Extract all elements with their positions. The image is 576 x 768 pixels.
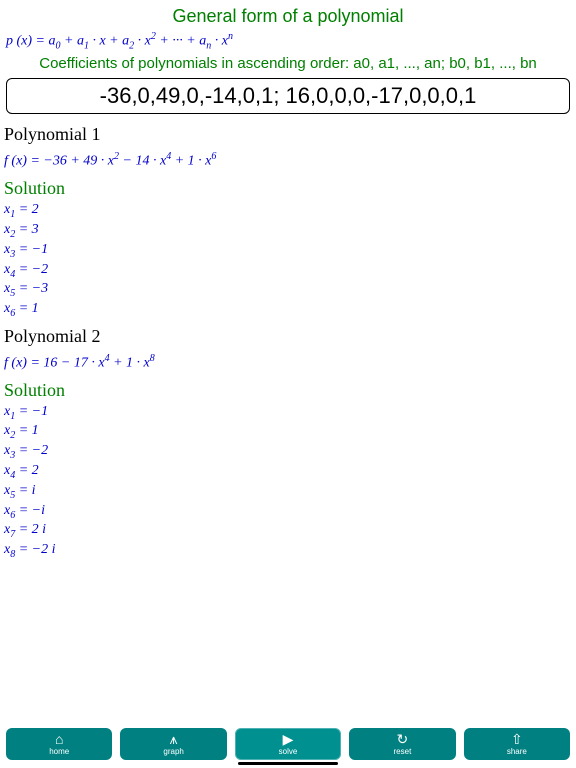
home-label: home <box>49 747 69 756</box>
root-item: x1 = −1 <box>0 403 576 423</box>
share-icon: ⇧ <box>511 732 523 746</box>
coefficients-input[interactable]: -36,0,49,0,-14,0,1; 16,0,0,0,-17,0,0,0,1 <box>6 78 570 114</box>
root-item: x3 = −2 <box>0 442 576 462</box>
share-button[interactable]: ⇧ share <box>464 728 570 760</box>
reset-button[interactable]: ↻ reset <box>349 728 455 760</box>
solution-1-label: Solution <box>0 174 576 201</box>
solve-button[interactable]: ▶ solve <box>235 728 341 760</box>
coefficients-label: Coefficients of polynomials in ascending… <box>0 53 576 74</box>
polynomial-1-title: Polynomial 1 <box>0 118 576 147</box>
root-item: x6 = 1 <box>0 300 576 320</box>
share-label: share <box>507 747 527 756</box>
roots-list-2: x1 = −1x2 = 1x3 = −2x4 = 2x5 = ix6 = −ix… <box>0 403 576 561</box>
root-item: x2 = 3 <box>0 221 576 241</box>
root-item: x6 = −i <box>0 502 576 522</box>
polynomial-2-title: Polynomial 2 <box>0 320 576 349</box>
root-item: x8 = −2 i <box>0 541 576 561</box>
home-button[interactable]: ⌂ home <box>6 728 112 760</box>
root-item: x4 = −2 <box>0 261 576 281</box>
page-title: General form of a polynomial <box>0 0 576 29</box>
root-item: x4 = 2 <box>0 462 576 482</box>
solution-2-label: Solution <box>0 376 576 403</box>
graph-icon: ⩚ <box>170 732 178 746</box>
polynomial-1-formula: f (x) = −36 + 49 · x2 − 14 · x4 + 1 · x6 <box>0 147 576 174</box>
solve-label: solve <box>279 747 298 756</box>
reset-label: reset <box>394 747 412 756</box>
root-item: x2 = 1 <box>0 422 576 442</box>
home-icon: ⌂ <box>55 732 63 746</box>
general-form-equation: p (x) = a0 + a1 · x + a2 · x2 + ··· + an… <box>0 29 576 53</box>
roots-list-1: x1 = 2x2 = 3x3 = −1x4 = −2x5 = −3x6 = 1 <box>0 201 576 320</box>
root-item: x3 = −1 <box>0 241 576 261</box>
graph-button[interactable]: ⩚ graph <box>120 728 226 760</box>
reset-icon: ↻ <box>397 732 409 746</box>
solve-icon: ▶ <box>283 732 294 746</box>
root-item: x5 = −3 <box>0 280 576 300</box>
root-item: x5 = i <box>0 482 576 502</box>
graph-label: graph <box>163 747 183 756</box>
root-item: x7 = 2 i <box>0 521 576 541</box>
polynomial-2-formula: f (x) = 16 − 17 · x4 + 1 · x8 <box>0 349 576 376</box>
home-indicator <box>238 762 338 765</box>
root-item: x1 = 2 <box>0 201 576 221</box>
